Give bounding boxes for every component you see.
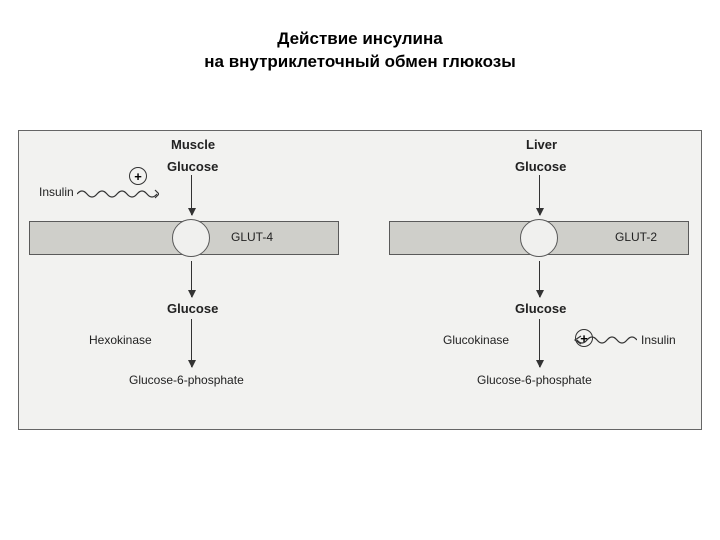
liver-transporter bbox=[520, 219, 558, 257]
liver-glucose-bottom: Glucose bbox=[515, 301, 566, 316]
muscle-enzyme-label: Hexokinase bbox=[89, 333, 152, 347]
left-panel: Muscle Glucose Insulin + Plasma membrane… bbox=[19, 131, 359, 429]
muscle-arrow-2 bbox=[191, 261, 192, 297]
liver-insulin-wave bbox=[559, 333, 637, 343]
liver-glucose-top: Glucose bbox=[515, 159, 566, 174]
muscle-arrow-1 bbox=[191, 175, 192, 215]
diagram-container: Muscle Glucose Insulin + Plasma membrane… bbox=[18, 130, 702, 430]
muscle-transporter bbox=[172, 219, 210, 257]
liver-insulin-label: Insulin bbox=[641, 333, 676, 347]
liver-product-label: Glucose-6-phosphate bbox=[477, 373, 592, 387]
muscle-heading: Muscle bbox=[171, 137, 215, 152]
muscle-glucose-bottom: Glucose bbox=[167, 301, 218, 316]
liver-arrow-3 bbox=[539, 319, 540, 367]
liver-arrow-2 bbox=[539, 261, 540, 297]
muscle-arrow-3 bbox=[191, 319, 192, 367]
liver-enzyme-label: Glucokinase bbox=[443, 333, 509, 347]
page-title: Действие инсулина на внутриклеточный обм… bbox=[0, 0, 720, 74]
title-line-2: на внутриклеточный обмен глюкозы bbox=[0, 51, 720, 74]
title-line-1: Действие инсулина bbox=[0, 28, 720, 51]
muscle-plus-icon: + bbox=[129, 167, 147, 185]
muscle-insulin-label: Insulin bbox=[39, 185, 74, 199]
glut4-label: GLUT-4 bbox=[231, 230, 273, 244]
liver-heading: Liver bbox=[526, 137, 557, 152]
muscle-product-label: Glucose-6-phosphate bbox=[129, 373, 244, 387]
muscle-insulin-wave bbox=[77, 187, 159, 197]
plus-symbol: + bbox=[134, 170, 142, 183]
glut2-label: GLUT-2 bbox=[615, 230, 657, 244]
right-panel: Liver Glucose GLUT-2 Glucose Glucokinase… bbox=[359, 131, 703, 429]
muscle-glucose-top: Glucose bbox=[167, 159, 218, 174]
liver-arrow-1 bbox=[539, 175, 540, 215]
